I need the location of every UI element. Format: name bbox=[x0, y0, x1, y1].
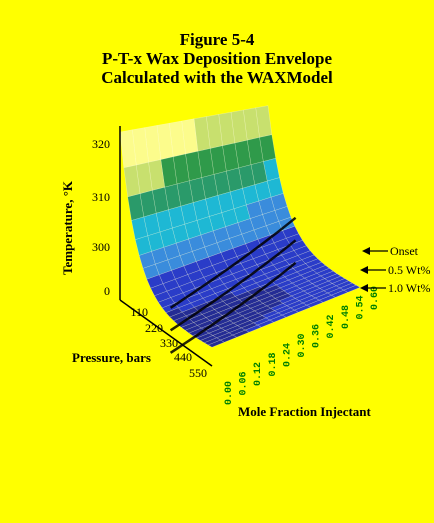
temperature-tick-1: 310 bbox=[92, 190, 110, 204]
pressure-tick-2: 330 bbox=[160, 336, 178, 350]
legend-0-5-wt: 0.5 Wt% bbox=[360, 263, 430, 277]
title-line-1: Figure 5-4 bbox=[179, 30, 255, 49]
fraction-tick-4: 0.24 bbox=[282, 343, 293, 367]
pressure-tick-4: 550 bbox=[189, 366, 207, 380]
pressure-tick-0: 110 bbox=[130, 305, 148, 319]
fraction-tick-7: 0.42 bbox=[326, 314, 337, 338]
fraction-tick-5: 0.30 bbox=[297, 333, 308, 357]
fraction-tick-1: 0.06 bbox=[239, 371, 250, 395]
fraction-tick-8: 0.48 bbox=[341, 305, 352, 329]
fraction-tick-0: 0.00 bbox=[224, 381, 235, 405]
legend-0-5-wt-label: 0.5 Wt% bbox=[388, 263, 430, 277]
fraction-tick-labels: 0.00 0.06 0.12 0.18 0.24 0.30 0.36 0.42 0.48 0.54… bbox=[224, 286, 381, 405]
fraction-tick-10: 0.60 bbox=[370, 286, 381, 310]
fraction-axis-label: Mole Fraction Injectant bbox=[238, 404, 372, 419]
title-line-2: P-T-x Wax Deposition Envelope bbox=[101, 49, 332, 68]
fraction-tick-6: 0.36 bbox=[312, 324, 323, 348]
legend-onset-label: Onset bbox=[390, 244, 419, 258]
title-line-3: Calculated with the WAXModel bbox=[101, 68, 333, 87]
temperature-tick-3: 0 bbox=[104, 284, 110, 298]
legend-1-0-wt-label: 1.0 Wt% bbox=[388, 281, 430, 295]
pressure-axis-label: Pressure, bars bbox=[72, 350, 151, 365]
temperature-axis-label: Temperature, °K bbox=[60, 180, 75, 275]
pressure-tick-1: 220 bbox=[145, 321, 163, 335]
pressure-axis-line bbox=[119, 299, 213, 367]
pressure-tick-3: 440 bbox=[174, 350, 192, 364]
wax-envelope-lines bbox=[169, 216, 297, 354]
fraction-tick-3: 0.18 bbox=[268, 352, 279, 376]
legend-1-0-wt-arrowhead bbox=[360, 284, 368, 292]
legend-onset-arrowhead bbox=[362, 247, 370, 255]
fraction-tick-2: 0.12 bbox=[253, 362, 264, 386]
legend-0-5-wt-arrowhead bbox=[360, 266, 368, 274]
fraction-tick-9: 0.54 bbox=[355, 295, 366, 319]
chart-axes bbox=[119, 126, 213, 367]
chart-title: Figure 5-4 P-T-x Wax Deposition Envelope… bbox=[0, 30, 434, 87]
temperature-tick-2: 300 bbox=[92, 240, 110, 254]
surface-cell bbox=[207, 339, 225, 348]
envelope-1-0-wt bbox=[169, 261, 297, 354]
legend-1-0-wt: 1.0 Wt% bbox=[360, 281, 430, 295]
envelope-0-5-wt bbox=[169, 239, 297, 332]
legend-onset: Onset bbox=[362, 244, 419, 258]
surface-mesh bbox=[119, 105, 361, 348]
temperature-tick-0: 320 bbox=[92, 137, 110, 151]
envelope-onset bbox=[169, 216, 297, 309]
